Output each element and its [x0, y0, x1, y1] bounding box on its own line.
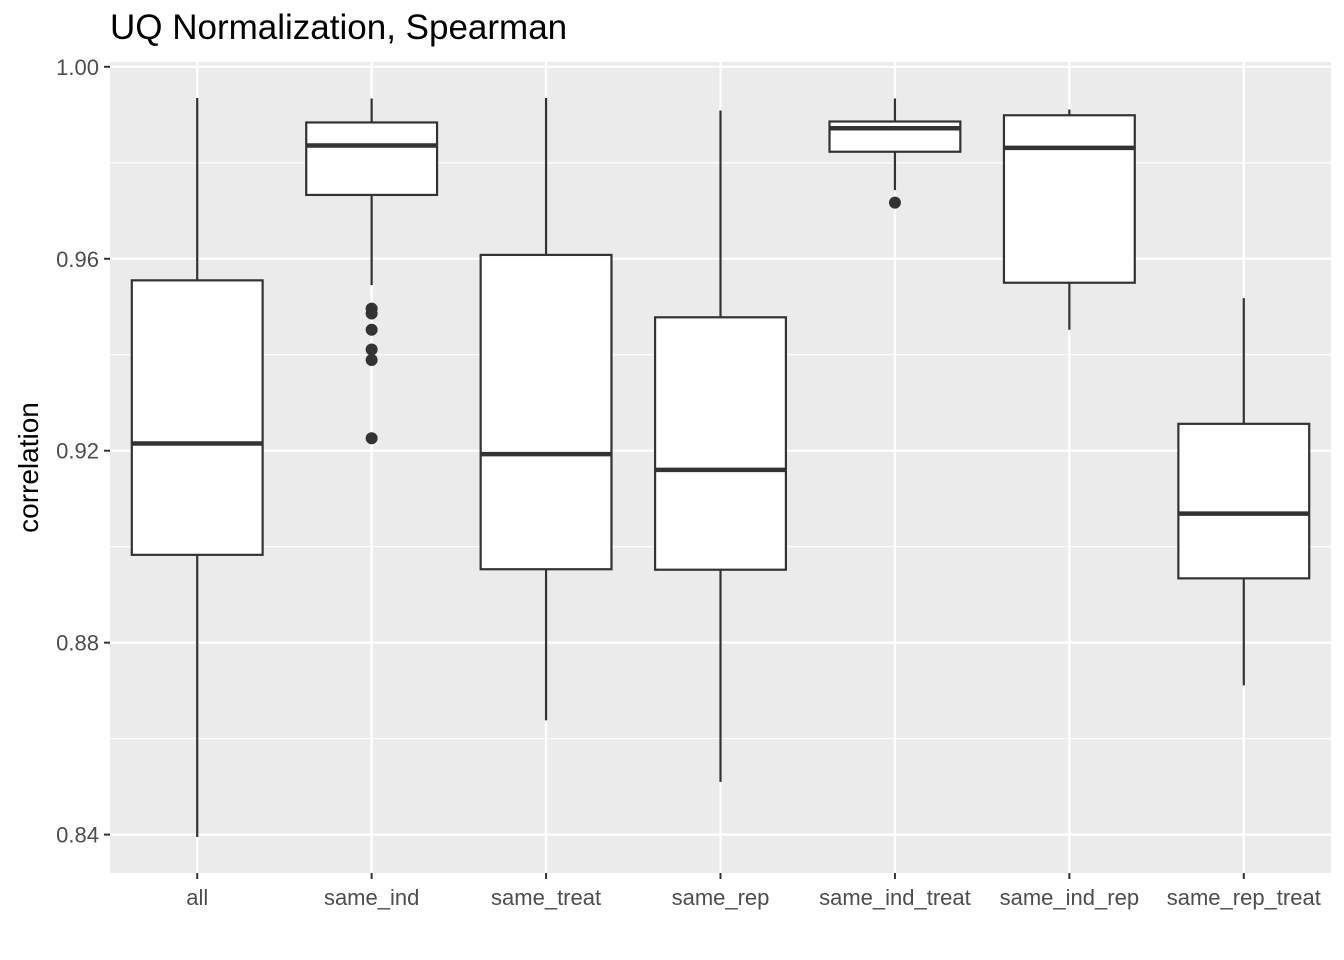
box-same_ind_treat [828, 98, 962, 209]
y-tick-label: 0.92 [56, 439, 99, 464]
outlier-point [365, 343, 378, 356]
axes-layer: 0.84 0.88 0.92 0.96 1.00 all same_ind same_trea… [56, 55, 1321, 910]
boxes-layer [130, 97, 1311, 838]
x-tick-label: same_rep [672, 885, 770, 910]
y-tick-label: 0.96 [56, 247, 99, 272]
x-tick-label: same_ind_rep [1000, 885, 1139, 910]
y-tick-label: 1.00 [56, 55, 99, 80]
x-tick-label: same_treat [491, 885, 601, 910]
outlier-point [365, 354, 378, 367]
y-axis-title: correlation [13, 402, 44, 533]
box-same_treat [479, 97, 613, 721]
chart-title: UQ Normalization, Spearman [110, 8, 568, 47]
outlier-point [365, 323, 378, 336]
outlier-point [888, 196, 901, 209]
outlier-point [365, 307, 378, 320]
box-all [130, 97, 264, 838]
outlier-point [365, 432, 378, 445]
box-same_ind_rep [1002, 109, 1136, 330]
box-rect [1177, 422, 1311, 580]
y-tick-label: 0.88 [56, 631, 99, 656]
box-same_rep_treat [1177, 298, 1311, 686]
x-tick-label: same_ind [324, 885, 419, 910]
box-rect [479, 253, 613, 571]
box-rect [305, 121, 439, 197]
box-rect [653, 316, 788, 571]
box-rect [1002, 114, 1136, 284]
y-tick-label: 0.84 [56, 823, 99, 848]
x-tick-label: same_ind_treat [819, 885, 971, 910]
x-tick-label: all [186, 885, 208, 910]
x-tick-label: same_rep_treat [1167, 885, 1321, 910]
box-same_ind [305, 98, 439, 445]
box-same_rep [653, 110, 788, 782]
box-rect [130, 279, 264, 556]
